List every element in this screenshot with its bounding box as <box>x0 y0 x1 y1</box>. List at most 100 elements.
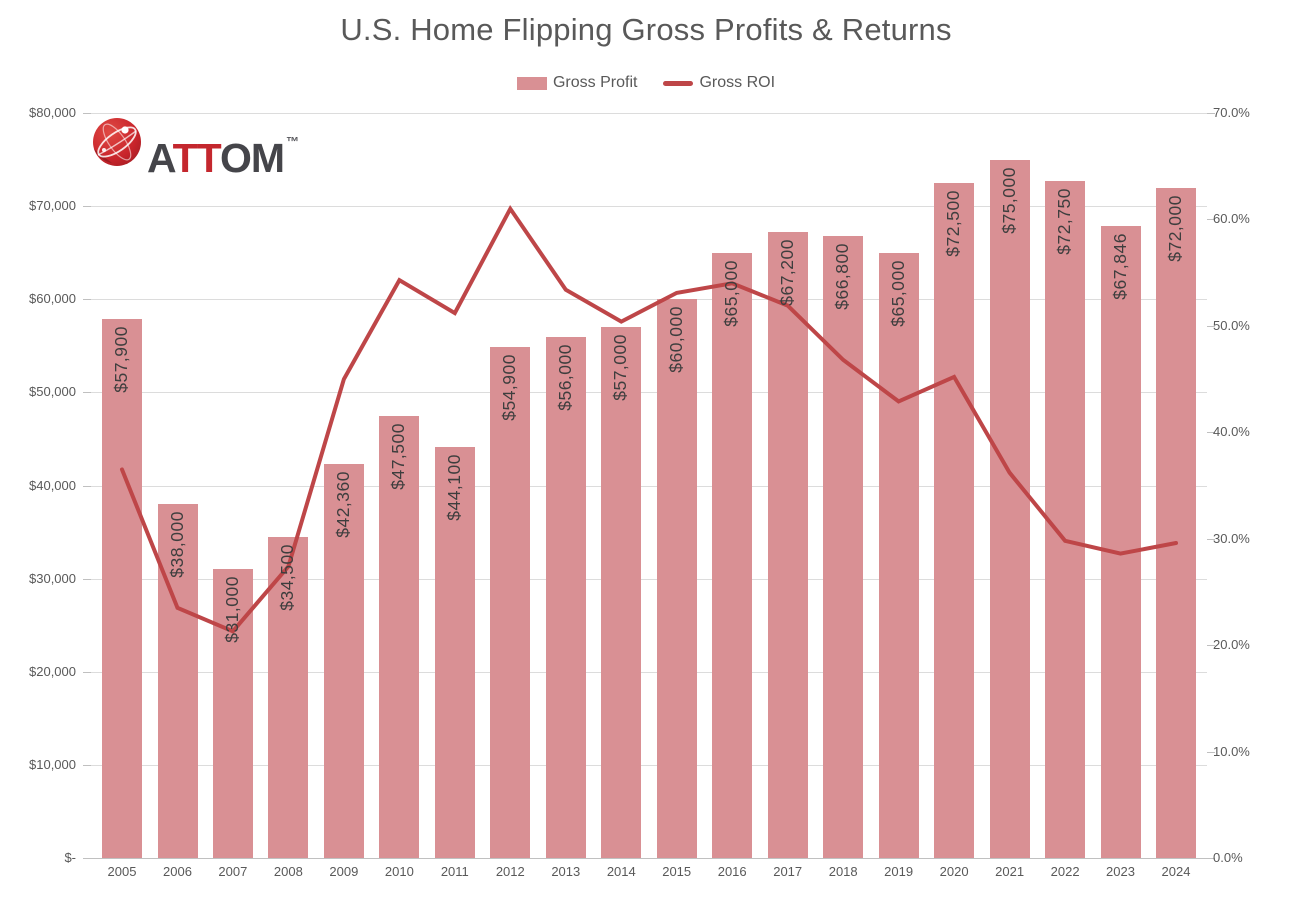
gross-roi-polyline <box>120 204 1178 634</box>
gross-profit-bar-2012 <box>490 346 531 858</box>
bar-value-label: $66,800 <box>832 242 853 310</box>
gridline <box>91 671 1207 673</box>
bar-value-label: $72,000 <box>1165 194 1185 262</box>
gross-roi-swatch-icon <box>663 80 694 86</box>
y-axis-label-right: 0.0% <box>1213 850 1243 865</box>
bar-value-label: $75,000 <box>998 166 1019 234</box>
gross-profit-bar-2022 <box>1045 180 1086 858</box>
logo-letters-om: OM <box>219 135 285 181</box>
y-axis-tick-left <box>83 764 91 766</box>
gross-profit-bar-2006 <box>157 504 198 858</box>
gross-profit-bar-2009 <box>323 463 364 858</box>
bar-value-label: $47,500 <box>388 422 409 490</box>
bar-value-label: $57,900 <box>111 325 131 393</box>
y-axis-label-left: $70,000 <box>29 198 76 214</box>
x-axis-label-2013: 2013 <box>551 864 581 879</box>
bar-value-label: $42,360 <box>332 470 353 538</box>
x-axis-label-2024: 2024 <box>1161 864 1191 879</box>
y-axis-tick-right <box>1207 219 1215 221</box>
gross-profit-bar-2011 <box>434 447 475 858</box>
x-axis-label-2018: 2018 <box>828 864 858 879</box>
x-axis-label-2012: 2012 <box>495 864 525 879</box>
y-axis-tick-right <box>1207 538 1215 540</box>
gridline <box>91 578 1207 580</box>
bar-value-label: $65,000 <box>887 259 908 327</box>
x-axis-label-2015: 2015 <box>662 864 692 879</box>
gridline <box>91 392 1207 394</box>
bar-value-label: $56,000 <box>554 343 575 411</box>
y-axis-tick-left <box>83 392 91 394</box>
x-axis-label-2017: 2017 <box>773 864 803 879</box>
gross-profit-bar-2023 <box>1100 226 1141 858</box>
x-axis-line <box>91 858 1212 859</box>
bar-value-label: $67,846 <box>1109 233 1130 300</box>
y-axis-tick-left <box>83 299 91 301</box>
legend: Gross Profit Gross ROI <box>0 72 1292 94</box>
y-axis-label-left: $80,000 <box>29 105 76 120</box>
x-axis-label-2022: 2022 <box>1050 864 1080 879</box>
logo-trademark: ™ <box>285 134 299 149</box>
gridline <box>91 299 1207 301</box>
y-axis-tick-left <box>83 671 91 673</box>
gross-profit-bar-2005 <box>102 318 142 858</box>
x-axis-label-2011: 2011 <box>440 864 469 879</box>
x-axis-label-2007: 2007 <box>218 864 248 879</box>
x-axis-label-2005: 2005 <box>107 864 137 879</box>
y-axis-label-left: $30,000 <box>29 570 76 586</box>
bar-value-label: $65,000 <box>721 259 742 327</box>
gross-profit-bar-2024 <box>1156 187 1196 858</box>
gross-profit-bar-2013 <box>545 336 586 858</box>
gross-profit-bar-2018 <box>823 235 864 858</box>
y-axis-tick-right <box>1207 113 1215 114</box>
y-axis-tick-right <box>1207 858 1215 859</box>
y-axis-label-right: 50.0% <box>1213 317 1250 333</box>
bar-value-label: $34,500 <box>277 543 298 611</box>
legend-label-gross-profit: Gross Profit <box>552 74 638 91</box>
y-axis-label-left: $- <box>64 850 76 865</box>
x-axis-label-2010: 2010 <box>384 864 414 879</box>
legend-label-gross-roi: Gross ROI <box>699 74 776 91</box>
gross-profit-bar-2017 <box>767 232 808 858</box>
attom-logo-text: ATTOM ™ <box>147 117 299 183</box>
x-axis-label-2020: 2020 <box>939 864 969 879</box>
gridline <box>91 764 1207 766</box>
y-axis-tick-right <box>1207 751 1215 753</box>
bar-value-label: $60,000 <box>665 306 686 374</box>
bar-value-label: $72,500 <box>943 189 964 257</box>
y-axis-label-right: 30.0% <box>1213 530 1250 546</box>
gross-profit-bar-2014 <box>601 327 642 858</box>
y-axis-tick-right <box>1207 645 1215 647</box>
bar-value-label: $38,000 <box>166 511 187 578</box>
gridline <box>91 485 1207 487</box>
gross-profit-bar-2019 <box>878 252 919 858</box>
x-axis-label-2023: 2023 <box>1106 864 1135 879</box>
x-axis-label-2008: 2008 <box>273 864 303 879</box>
bar-value-label: $44,100 <box>443 454 464 522</box>
gross-profit-bar-2015 <box>656 299 697 859</box>
bar-value-label: $57,000 <box>610 334 631 401</box>
y-axis-label-right: 60.0% <box>1213 211 1250 227</box>
gross-profit-bar-2008 <box>268 536 309 858</box>
y-axis-tick-right <box>1207 325 1215 327</box>
y-axis-tick-right <box>1207 432 1215 434</box>
y-axis-tick-left <box>83 113 91 114</box>
gross-profit-bar-2020 <box>934 182 975 858</box>
logo-letter-a: A <box>147 135 174 181</box>
chart-title: U.S. Home Flipping Gross Profits & Retur… <box>340 12 952 47</box>
x-axis-label-2016: 2016 <box>717 864 747 879</box>
legend-item-gross-profit: Gross Profit <box>516 74 638 92</box>
attom-logo: ATTOM ™ <box>92 117 299 183</box>
y-axis-label-left: $40,000 <box>29 477 76 493</box>
bar-value-label: $72,750 <box>1054 187 1075 255</box>
y-axis-label-right: 20.0% <box>1213 637 1250 653</box>
y-axis-tick-left <box>83 578 91 580</box>
gridline <box>91 206 1207 208</box>
x-axis-label-2009: 2009 <box>329 864 359 879</box>
y-axis-label-right: 10.0% <box>1213 743 1250 759</box>
x-axis-label-2006: 2006 <box>163 864 192 879</box>
attom-globe-icon <box>93 118 141 166</box>
y-axis-tick-left <box>83 858 91 859</box>
gross-profit-bar-2021 <box>989 159 1030 858</box>
